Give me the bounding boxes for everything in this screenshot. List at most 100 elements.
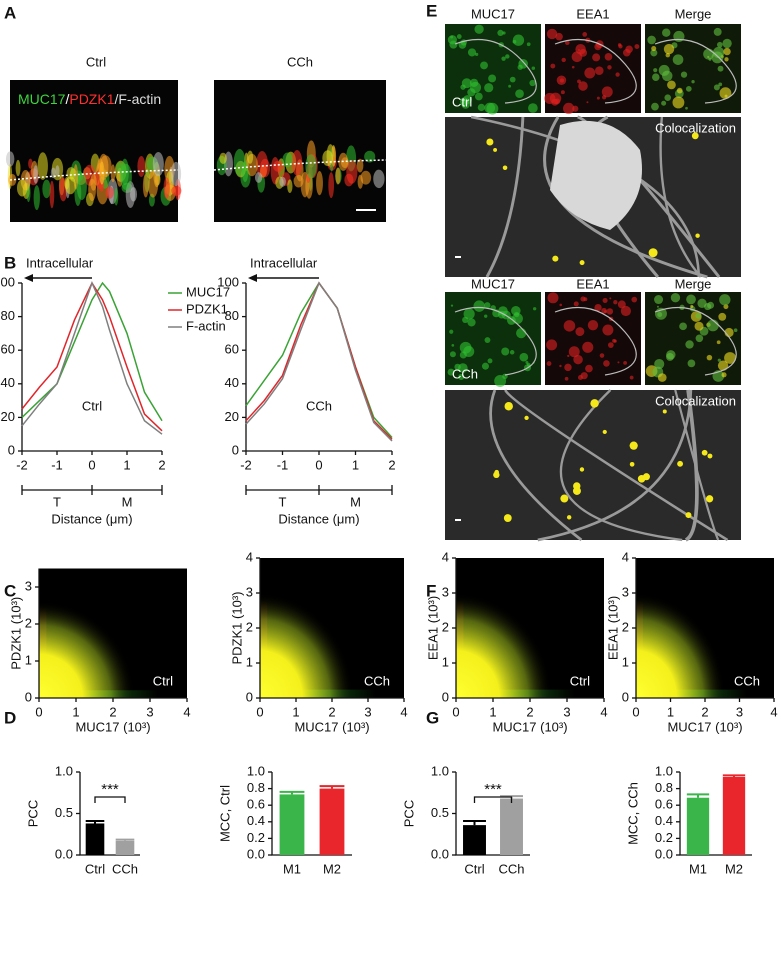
y-tick-label: 60 xyxy=(1,342,15,357)
signal xyxy=(328,172,335,199)
y-tick-label: 0.6 xyxy=(655,797,673,812)
signal xyxy=(219,152,227,164)
signal xyxy=(546,28,558,40)
signal xyxy=(316,170,323,196)
colocalized-spot xyxy=(691,132,699,140)
signal xyxy=(477,103,486,112)
colocalized-spot xyxy=(486,138,494,146)
signal xyxy=(463,346,475,357)
density-yellow xyxy=(636,593,726,698)
signal xyxy=(556,75,567,86)
x-tick-label: 4 xyxy=(770,704,777,719)
colocalized-spot xyxy=(504,402,513,411)
signal xyxy=(291,149,303,176)
colocalized-spot xyxy=(677,460,684,467)
chart-bar: 0.0 0.5 1.0 PCC Ctrl CCh *** xyxy=(401,763,530,876)
signal xyxy=(488,74,497,83)
chart-bar: 0.0 0.5 1.0 PCC Ctrl CCh *** xyxy=(25,763,140,876)
colocalized-spot xyxy=(573,482,581,490)
signal xyxy=(580,296,586,302)
x-tick-label: 0 xyxy=(35,704,42,719)
y-tick-label: 0.4 xyxy=(655,813,673,828)
signal xyxy=(512,39,517,44)
signal xyxy=(687,359,696,368)
y-tick-label: 4 xyxy=(246,549,253,564)
signal xyxy=(706,319,719,332)
y-axis-label: EEA1 (10³) xyxy=(425,596,440,660)
y-tick-label: 1 xyxy=(622,654,629,669)
x-tick-label: 0 xyxy=(88,457,95,472)
channel-name: MUC17 xyxy=(18,91,66,107)
signal xyxy=(565,40,570,46)
density-yellow xyxy=(456,593,553,698)
signal xyxy=(563,102,575,115)
legend-label: MUC17 xyxy=(186,284,230,299)
x-tick-label: 1 xyxy=(123,457,130,472)
signal xyxy=(586,101,589,104)
annotation: CCh xyxy=(306,398,332,413)
signal xyxy=(594,66,604,75)
signal xyxy=(555,32,563,41)
panel-label: E xyxy=(426,1,437,20)
error-bar xyxy=(686,793,710,798)
y-tick-label: 0.5 xyxy=(431,805,449,820)
x-tick-label: 3 xyxy=(364,704,371,719)
axes xyxy=(245,283,392,452)
x-tick-label: 0 xyxy=(256,704,263,719)
x-axis-label: MUC17 (10³) xyxy=(75,719,150,734)
annotation: CCh xyxy=(364,673,390,688)
signal xyxy=(487,358,493,364)
signal xyxy=(613,300,618,305)
signal xyxy=(596,96,600,100)
signal xyxy=(563,320,576,332)
signal xyxy=(512,313,523,325)
signal xyxy=(664,94,672,101)
signal xyxy=(484,314,488,318)
chart-bar: 0.00.2 0.40.6 0.8 1.0 MCC, Ctrl M1 M2 xyxy=(217,763,352,876)
signal xyxy=(463,308,475,320)
y-tick-label: 1.0 xyxy=(55,763,73,778)
y-tick-label: 0.0 xyxy=(431,846,449,861)
x-tick-label: CCh xyxy=(112,861,138,876)
signal xyxy=(547,292,559,304)
colocalized-spot xyxy=(695,233,700,238)
region-label: T xyxy=(53,494,61,509)
y-tick-label: 0 xyxy=(232,442,239,457)
signal xyxy=(105,186,114,199)
x-tick-label: 2 xyxy=(388,457,395,472)
signal xyxy=(242,161,249,182)
image-title: Ctrl xyxy=(86,54,106,69)
colocalized-spot xyxy=(701,449,708,456)
signal xyxy=(15,159,21,177)
x-tick-label: 1 xyxy=(72,704,79,719)
x-tick-label: 1 xyxy=(667,704,674,719)
y-tick-label: 0.4 xyxy=(247,813,265,828)
signal xyxy=(481,362,489,370)
signal xyxy=(559,303,563,307)
signal xyxy=(450,304,454,307)
signal xyxy=(260,158,271,178)
signal xyxy=(373,169,385,189)
bar xyxy=(319,788,345,855)
signal xyxy=(573,354,583,365)
colocalized-spot xyxy=(629,461,635,467)
panel-label: A xyxy=(4,3,16,22)
y-tick-label: 60 xyxy=(225,342,239,357)
y-tick-label: 0.2 xyxy=(247,830,265,845)
y-tick-label: 0.8 xyxy=(655,780,673,795)
signal xyxy=(364,150,376,163)
signal xyxy=(98,153,109,181)
error-bar xyxy=(722,774,746,777)
legend-label: F-actin xyxy=(186,318,226,333)
micrograph xyxy=(445,24,541,113)
x-tick-label: 3 xyxy=(563,704,570,719)
signal xyxy=(473,300,485,312)
region-label: T xyxy=(279,494,287,509)
panel-e: MUC17 EEA1 Merge Ctrl Colocalization MUC17 EEA… xyxy=(445,6,741,542)
membrane-line xyxy=(9,169,179,181)
signal xyxy=(575,327,585,337)
x-tick-label: Ctrl xyxy=(464,861,484,876)
signal xyxy=(695,334,704,343)
signal xyxy=(652,73,660,81)
y-tick-label: 0.8 xyxy=(247,780,265,795)
